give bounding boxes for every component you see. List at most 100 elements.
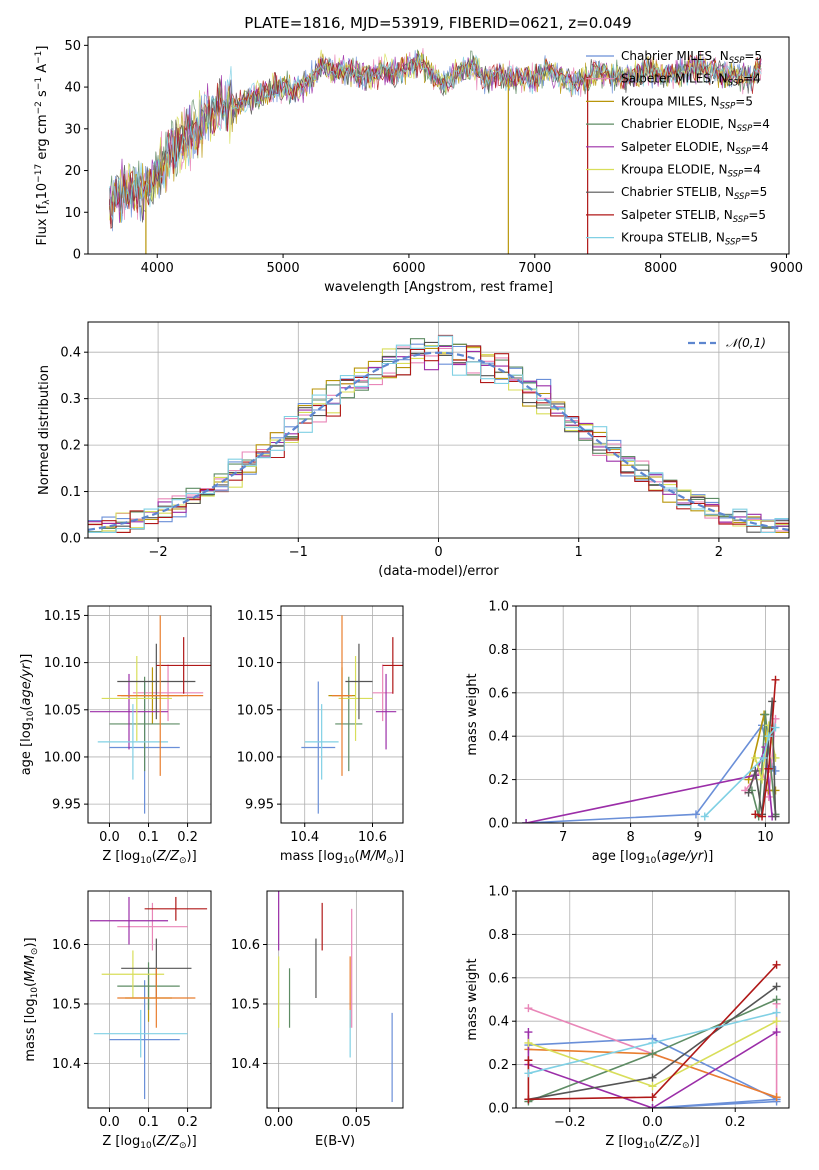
axes-spine	[266, 890, 404, 1109]
x-axis-label: Z [log10(Z/Z⊙)]	[102, 1134, 196, 1151]
y-tick-label: 30	[64, 122, 81, 137]
plot-area-mass-vs-ebv	[278, 891, 393, 1103]
x-tick-label: 0.00	[264, 1115, 293, 1130]
weight-marker	[691, 810, 700, 819]
legend-label: Chabrier ELODIE, NSSP=4	[621, 117, 770, 134]
errorbar-point-10	[117, 615, 204, 776]
y-tick-label: 10.00	[237, 750, 274, 765]
y-tick-label: 9.95	[245, 798, 274, 813]
y-axis-label: Flux [fλ10−17 erg cm−2 s−1 A−1]	[34, 46, 52, 246]
errorbar-point-9	[97, 704, 169, 780]
y-tick-label: 10.05	[44, 703, 81, 718]
errorbar-point-8	[156, 637, 211, 694]
axes-spine	[515, 605, 790, 824]
weight-marker	[524, 1095, 533, 1104]
weight-marker	[648, 1073, 657, 1082]
x-tick-label: 0.2	[177, 1115, 198, 1130]
x-tick-label: 8000	[644, 261, 677, 276]
spectrum-line-7	[109, 52, 761, 229]
y-tick-label: 10.6	[231, 938, 260, 953]
x-tick-label: 9	[694, 830, 702, 845]
weight-marker	[522, 819, 531, 823]
errorbar-point-2	[372, 664, 393, 722]
x-tick-label: −0.2	[554, 1115, 586, 1130]
plot-area-weight-vs-z	[524, 960, 781, 1108]
axes-spine	[280, 605, 404, 824]
errorbar-point-5	[375, 673, 397, 750]
errorbar-point-6	[101, 950, 165, 999]
weight-marker	[772, 960, 781, 969]
x-tick-label: 7000	[518, 261, 551, 276]
legend-label: Kroupa STELIB, NSSP=5	[621, 231, 758, 248]
weight-marker	[648, 1038, 657, 1047]
y-tick-label: 0.2	[60, 439, 81, 454]
weight-marker	[771, 753, 780, 762]
errorbar-point-10	[331, 615, 353, 776]
weight-marker	[648, 1082, 657, 1091]
legend-label: Kroupa ELODIE, NSSP=4	[621, 163, 761, 180]
weight-series-5	[522, 743, 777, 823]
weight-marker	[751, 753, 760, 762]
x-tick-label: 0.2	[725, 1115, 746, 1130]
y-tick-label: 10.05	[237, 703, 274, 718]
x-tick-label: 2	[715, 545, 723, 560]
axes-spine	[87, 890, 212, 1109]
weight-marker	[648, 1049, 657, 1058]
weight-marker	[772, 982, 781, 991]
errorbar-point-7	[345, 643, 373, 720]
weight-series-1	[522, 721, 780, 823]
y-tick-label: 0.0	[60, 532, 81, 547]
weight-series-5	[524, 1028, 781, 1108]
legend-label: Salpeter STELIB, NSSP=5	[621, 208, 766, 225]
y-tick-label: 0.4	[488, 730, 509, 745]
y-tick-label: 0.0	[488, 1102, 509, 1117]
x-tick-label: −2	[149, 545, 168, 560]
legend-label: Salpeter MILES, NSSP=4	[621, 72, 761, 89]
weight-marker	[751, 810, 760, 819]
x-tick-label: −1	[289, 545, 308, 560]
errorbar-point-7	[117, 643, 196, 720]
panel-age-vs-mass: 10.4 10.6 9.95 10.00 10.05 10.10 10.15 mass [lo…	[237, 605, 404, 866]
x-tick-label: 0.1	[138, 830, 159, 845]
y-tick-label: 0.3	[60, 392, 81, 407]
y-tick-label: 0.6	[488, 971, 509, 986]
weight-marker	[761, 710, 770, 719]
weight-line	[527, 964, 778, 1101]
x-tick-label: 10.6	[358, 830, 387, 845]
y-tick-label: 0.4	[60, 346, 81, 361]
weight-marker	[772, 1028, 781, 1037]
y-tick-label: 40	[64, 81, 81, 96]
weight-marker	[648, 1093, 657, 1102]
panel-mass-vs-ebv: 0.00 0.05 10.4 10.5 10.6 E(B-V)	[231, 890, 404, 1149]
y-tick-label: 10.6	[52, 938, 81, 953]
x-tick-label: 7	[559, 830, 567, 845]
y-tick-label: 10.15	[237, 609, 274, 624]
y-tick-label: 0.8	[488, 928, 509, 943]
y-axis-label: Normed distribution	[37, 365, 52, 495]
weight-marker	[751, 766, 760, 775]
axes-frame-weight-vs-z: −0.2 0.0 0.2 0.0 0.2 0.4 0.6 0.8 1.0 Z [log10(Z/Z…	[465, 885, 790, 1151]
y-axis-label: mass weight	[465, 673, 480, 755]
y-tick-label: 0.1	[60, 485, 81, 500]
y-tick-label: 0.2	[488, 773, 509, 788]
panel-age-vs-z: 0.0 0.1 0.2 9.95 10.00 10.05 10.10 10.15 Z [log1…	[19, 605, 212, 866]
y-tick-label: 0.8	[488, 643, 509, 658]
y-tick-label: 1.0	[488, 600, 509, 615]
legend-label: 𝒩(0,1)	[726, 336, 766, 350]
errorbar-point-6	[338, 656, 373, 741]
x-tick-label: 0.0	[642, 1115, 663, 1130]
errorbar-point-2	[132, 664, 204, 722]
errorbar-point-5	[89, 896, 169, 945]
x-axis-label: E(B-V)	[315, 1134, 355, 1149]
panels: 4000 5000 6000 7000 8000 900001020304050Chabr…	[19, 36, 803, 1151]
y-tick-label: 10.5	[52, 997, 81, 1012]
y-axis-label: mass weight	[465, 958, 480, 1040]
axes-frame-spectrum: 4000 5000 6000 7000 8000 9000 0 10 20 30 40 50 Chabr…	[34, 36, 803, 295]
axes-frame-age-vs-z: 0.0 0.1 0.2 9.95 10.00 10.05 10.10 10.15 Z [log1…	[19, 605, 212, 866]
spectrum-line-8	[109, 54, 761, 229]
weight-marker	[524, 1038, 533, 1047]
weight-series-9	[700, 723, 780, 821]
weight-series-8	[524, 960, 781, 1104]
x-tick-label: 0.2	[177, 830, 198, 845]
y-tick-label: 0	[73, 248, 81, 263]
